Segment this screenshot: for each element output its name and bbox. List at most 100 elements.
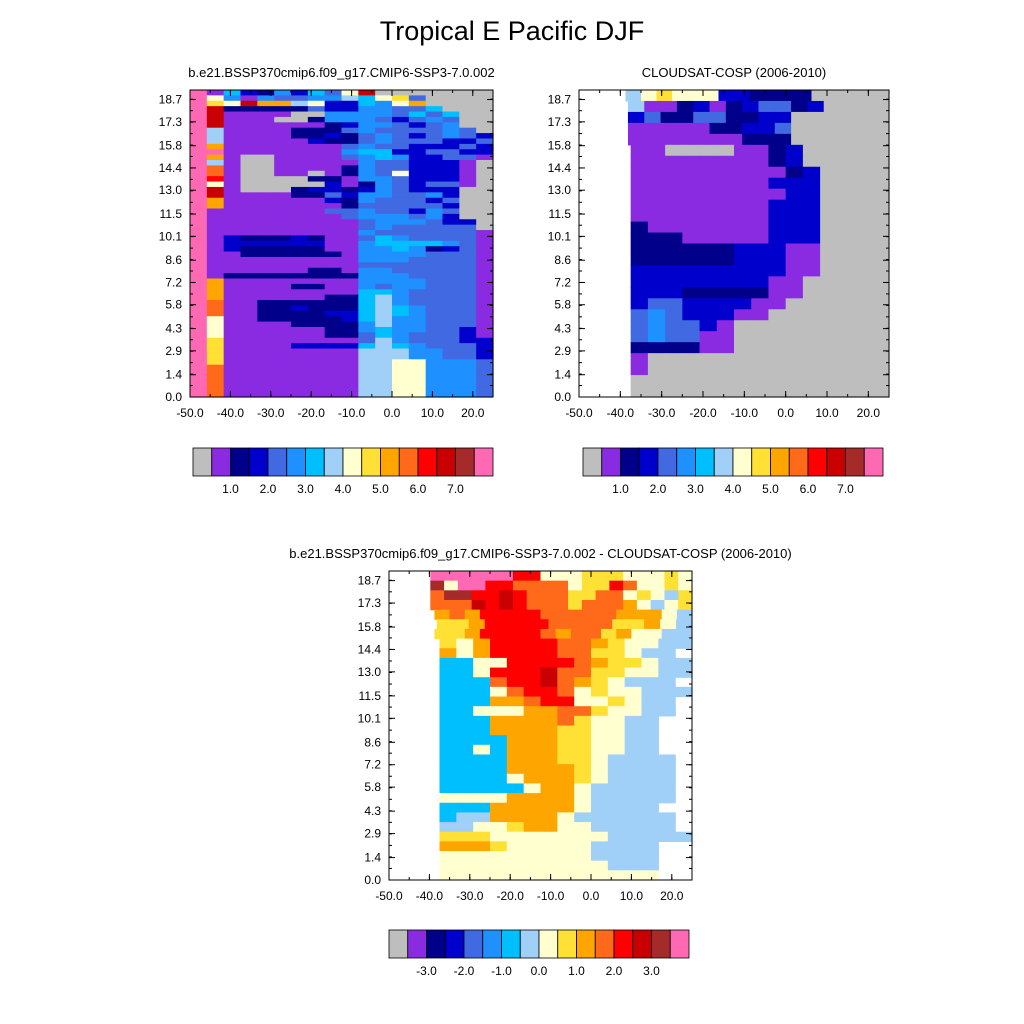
heatmap-cell [442, 149, 460, 156]
heatmap-cell [291, 251, 309, 258]
heatmap-cell [682, 386, 701, 398]
heatmap-cell [647, 166, 666, 179]
heatmap-cell [408, 208, 427, 215]
heatmap-cell [661, 628, 678, 640]
colorbar: -3.0 -2.0 -1.0 0.0 1.0 2.0 3.0 [388, 929, 690, 978]
heatmap-cell [324, 375, 343, 382]
heatmap-cell [223, 353, 242, 360]
heatmap-cell [324, 138, 343, 145]
heatmap-cell [473, 870, 491, 881]
heatmap-cell [392, 278, 410, 285]
heatmap-cell [341, 359, 359, 366]
heatmap-cell [375, 133, 393, 140]
y-tick-label: 0.0 [554, 390, 571, 404]
heatmap-cell [650, 590, 666, 601]
heatmap-cell [324, 353, 343, 360]
heatmap-cell [257, 294, 275, 301]
heatmap-cell [408, 203, 427, 210]
heatmap-cell [479, 628, 496, 640]
heatmap-cell [699, 155, 718, 168]
heatmap-cell [190, 262, 208, 269]
heatmap-cell [716, 265, 735, 277]
heatmap-cell [190, 289, 208, 296]
heatmap-cell [699, 199, 718, 212]
heatmap-cell [473, 696, 491, 707]
heatmap-cell [442, 230, 460, 237]
heatmap-cell [358, 353, 376, 360]
heatmap-cell [734, 232, 752, 245]
heatmap-cell [840, 100, 857, 113]
heatmap-cell [307, 353, 326, 360]
heatmap-cells [430, 571, 693, 881]
heatmap-cell [734, 331, 752, 343]
heatmap-cell [307, 230, 326, 237]
heatmap-cell [190, 273, 208, 280]
heatmap-cell [647, 177, 666, 190]
colorbar-swatch [601, 447, 621, 477]
heatmap-cell [408, 165, 427, 172]
heatmap-cell [612, 619, 629, 630]
heatmap-cell [871, 232, 890, 245]
heatmap-cell [425, 289, 444, 296]
heatmap-cell [871, 375, 890, 387]
heatmap-cell [425, 343, 444, 350]
heatmap-cell [785, 287, 804, 299]
heatmap-cell [291, 154, 309, 161]
heatmap-cell [324, 310, 343, 317]
heatmap-cell [307, 316, 326, 323]
heatmap-cell [768, 254, 787, 267]
heatmap-cell [291, 170, 309, 177]
heatmap-cell [341, 149, 359, 156]
heatmap-cell [607, 773, 626, 785]
colorbar-swatch [713, 447, 734, 477]
heatmap-cell [439, 831, 457, 842]
heatmap-cell [442, 332, 460, 339]
heatmap-cell [523, 841, 542, 852]
heatmap-cell [607, 831, 626, 842]
heatmap-cell [223, 170, 242, 177]
heatmap-cell [785, 188, 804, 201]
heatmap-cell [425, 154, 444, 161]
heatmap-cell [274, 197, 292, 204]
heatmap-cell [439, 657, 457, 669]
heatmap-cell [624, 822, 643, 833]
heatmap-cell [206, 213, 225, 220]
heatmap-cell [206, 127, 225, 134]
heatmap-cell [274, 208, 292, 215]
heatmap-cell [464, 628, 481, 640]
heatmap-cell [768, 166, 787, 179]
heatmap-cell [190, 170, 208, 177]
heatmap-cell [324, 95, 343, 102]
heatmap-cell [307, 100, 326, 107]
heatmap-cell [574, 677, 592, 688]
heatmap-cell [439, 783, 457, 794]
heatmap-cell [324, 337, 343, 344]
heatmap-cell [408, 332, 427, 339]
heatmap-cell [408, 391, 427, 398]
heatmap-cell [408, 122, 427, 129]
heatmap-cell [257, 106, 275, 113]
heatmap-cell [223, 246, 242, 253]
heatmap-cell [641, 744, 659, 756]
heatmap-cell [430, 571, 445, 582]
heatmap-cell [408, 251, 427, 258]
heatmap-cell [807, 122, 825, 135]
heatmap-cell [324, 111, 343, 118]
heatmap-cell [716, 364, 735, 376]
heatmap-cell [523, 851, 542, 862]
heatmap-cell [459, 364, 477, 371]
heatmap-cell [240, 353, 258, 360]
heatmap-cell [274, 203, 292, 210]
heatmap-cell [425, 143, 444, 150]
heatmap-cell [206, 380, 225, 387]
heatmap-cell [425, 170, 444, 177]
heatmap-cell [307, 289, 326, 296]
heatmap-cell [456, 706, 474, 717]
heatmap-cell [223, 235, 242, 242]
heatmap-cell [647, 232, 666, 245]
heatmap-cell [506, 715, 525, 727]
heatmap-cell [540, 812, 558, 823]
heatmap-cell [324, 213, 343, 220]
heatmap-cell [439, 841, 457, 852]
colorbar-swatch [380, 447, 400, 477]
